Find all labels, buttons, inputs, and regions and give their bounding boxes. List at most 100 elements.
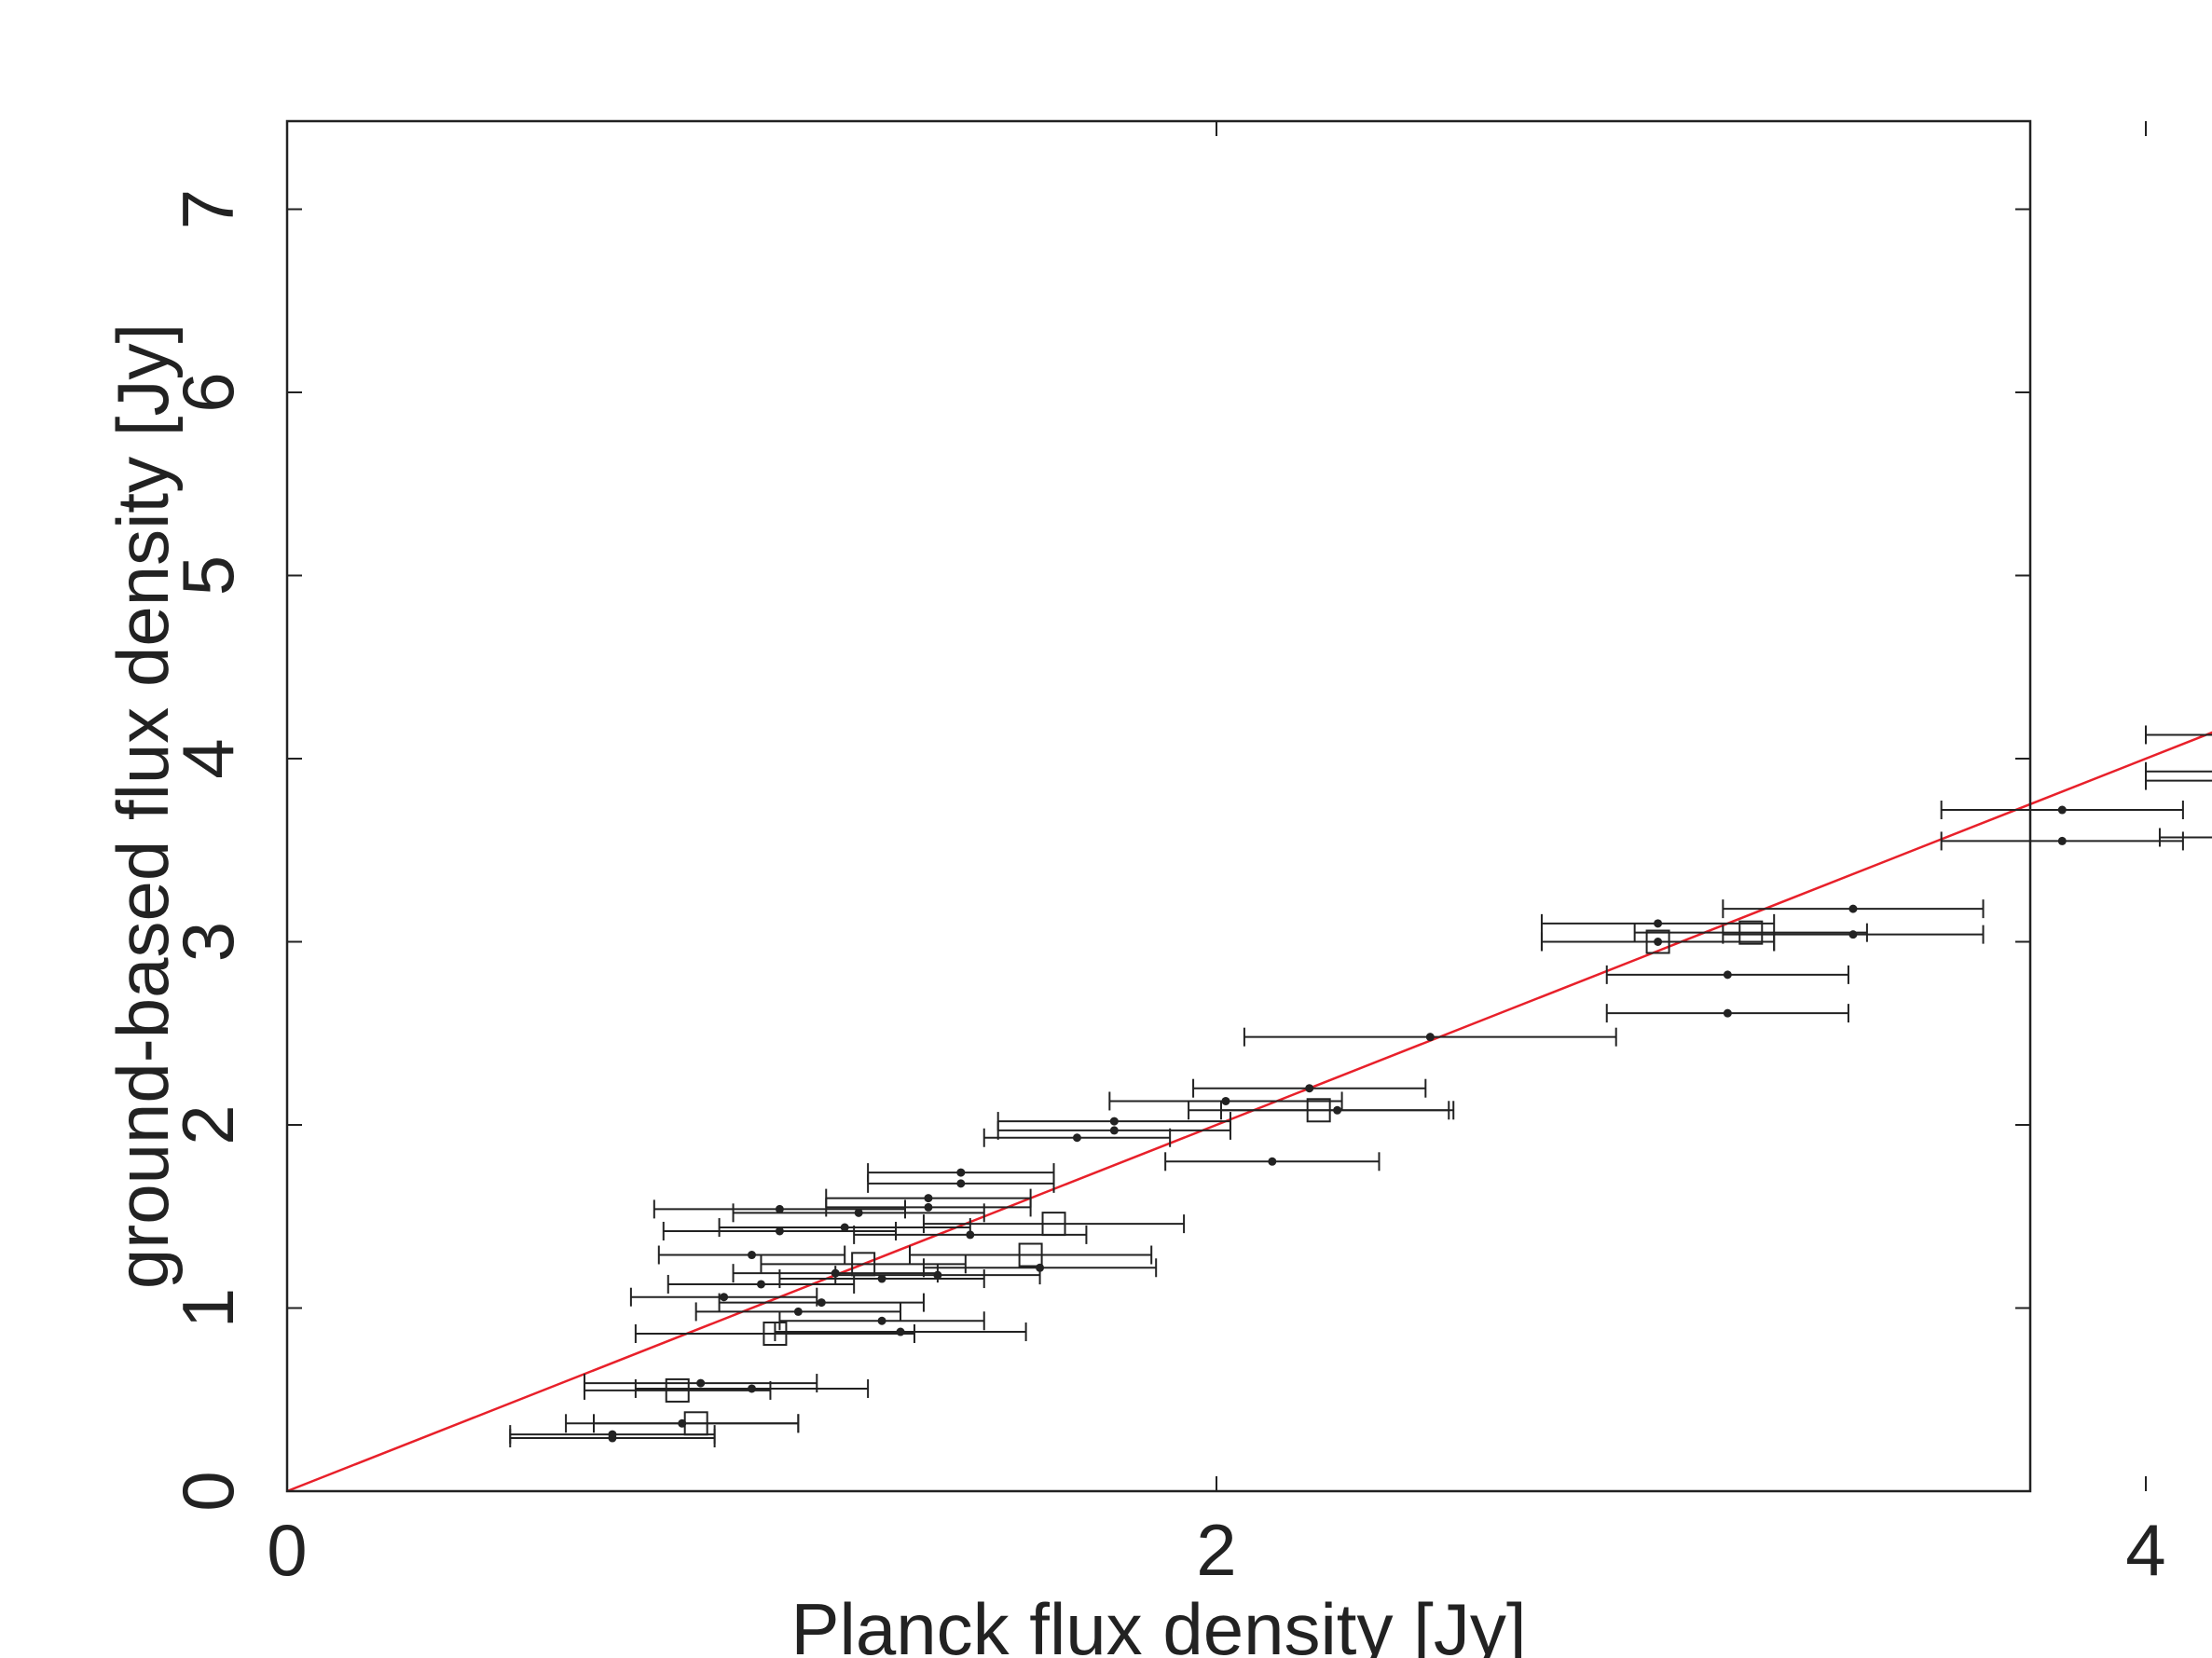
square-point xyxy=(1633,920,1868,945)
dot-point xyxy=(653,1199,907,1219)
dot-point xyxy=(509,1429,716,1448)
tick-labels: 024601234567 xyxy=(167,189,2166,1591)
dot-marker xyxy=(608,1433,617,1443)
square-point xyxy=(634,1322,915,1347)
dot-point xyxy=(1605,965,1849,984)
square-point xyxy=(908,1242,1153,1267)
y-tick-label: 4 xyxy=(167,738,249,778)
dot-marker xyxy=(1723,1008,1732,1018)
dot-point xyxy=(774,1322,1027,1342)
dot-marker xyxy=(877,1316,886,1325)
y-tick-label: 2 xyxy=(167,1104,249,1144)
dot-marker xyxy=(956,1179,966,1188)
dot-point xyxy=(657,1245,846,1265)
dot-marker xyxy=(793,1307,803,1316)
dot-point xyxy=(1940,801,2184,820)
x-tick-label: 2 xyxy=(1196,1509,1236,1591)
dot-point xyxy=(1605,1004,1849,1023)
dot-point xyxy=(1722,899,1985,919)
x-axis-label: Planck flux density [Jy] xyxy=(791,1588,1527,1658)
dot-marker xyxy=(924,1194,933,1203)
dot-point xyxy=(778,1311,985,1331)
square-point xyxy=(760,1252,967,1277)
axis-ticks xyxy=(286,121,2147,1492)
y-tick-label: 0 xyxy=(167,1471,249,1511)
y-tick-label: 1 xyxy=(167,1288,249,1328)
square-marker xyxy=(763,1322,788,1347)
dot-marker xyxy=(720,1293,729,1302)
dot-marker xyxy=(1723,970,1732,980)
square-marker xyxy=(1645,929,1670,954)
square-marker xyxy=(665,1377,690,1403)
dot-marker xyxy=(1109,1117,1119,1126)
dot-marker xyxy=(896,1327,905,1336)
square-point xyxy=(922,1212,1186,1237)
dot-point xyxy=(732,1203,985,1223)
dot-point xyxy=(996,1120,1231,1140)
dot-marker xyxy=(696,1378,706,1388)
square-marker xyxy=(683,1411,708,1436)
square-point xyxy=(1188,1098,1450,1123)
dot-marker xyxy=(1848,904,1858,913)
plot-frame xyxy=(285,119,2032,1493)
dot-point xyxy=(718,1293,925,1312)
dot-marker xyxy=(748,1384,756,1393)
dot-point xyxy=(1243,1027,1617,1047)
dot-marker xyxy=(1109,1126,1119,1135)
dot-marker xyxy=(2057,836,2067,845)
dot-point xyxy=(2145,771,2212,790)
dot-point xyxy=(982,1128,1172,1147)
dot-point xyxy=(1108,1091,1343,1111)
dot-marker xyxy=(854,1208,863,1217)
y-tick-label: 6 xyxy=(167,372,249,412)
x-tick-label: 4 xyxy=(2125,1509,2165,1591)
dot-marker xyxy=(2057,805,2067,815)
square-point xyxy=(584,1377,772,1403)
square-point xyxy=(593,1411,800,1436)
square-marker xyxy=(1738,920,1764,945)
y-tick-label: 3 xyxy=(167,922,249,962)
x-tick-label: 0 xyxy=(267,1509,307,1591)
dot-marker xyxy=(956,1168,966,1177)
dot-point xyxy=(718,1218,971,1238)
dot-marker xyxy=(1654,919,1663,928)
dot-point xyxy=(1192,1078,1427,1098)
dot-point xyxy=(867,1173,1055,1193)
square-marker xyxy=(1018,1242,1043,1267)
dot-point xyxy=(1540,913,1776,933)
square-marker xyxy=(851,1252,876,1277)
dot-marker xyxy=(1848,930,1858,939)
dot-marker xyxy=(775,1204,784,1213)
data-points xyxy=(509,725,2212,1448)
dot-point xyxy=(662,1221,898,1240)
dot-point xyxy=(778,1269,985,1289)
dot-point xyxy=(1164,1152,1381,1172)
dot-marker xyxy=(756,1280,765,1289)
dot-marker xyxy=(1305,1084,1314,1093)
dot-marker xyxy=(775,1226,784,1236)
dot-marker xyxy=(1268,1157,1277,1166)
dot-marker xyxy=(840,1223,849,1232)
dot-point xyxy=(1940,831,2184,851)
dot-marker xyxy=(748,1251,756,1260)
y-axis-label: ground-based flux density [Jy] xyxy=(102,323,184,1289)
dot-marker xyxy=(817,1298,826,1308)
dot-marker xyxy=(1072,1133,1081,1143)
square-point xyxy=(1540,929,1776,954)
dot-marker xyxy=(1221,1096,1230,1105)
y-tick-label: 5 xyxy=(167,555,249,596)
dot-marker xyxy=(966,1230,975,1240)
dot-point xyxy=(666,1274,856,1294)
square-point xyxy=(2158,828,2212,847)
square-point xyxy=(2145,725,2212,745)
y-tick-label: 7 xyxy=(167,189,249,229)
square-marker xyxy=(1041,1212,1066,1237)
dot-marker xyxy=(924,1202,933,1212)
square-marker xyxy=(1306,1098,1331,1123)
dot-marker xyxy=(877,1274,886,1283)
dot-marker xyxy=(933,1270,942,1280)
dot-marker xyxy=(1425,1033,1435,1042)
dot-point xyxy=(694,1302,902,1322)
